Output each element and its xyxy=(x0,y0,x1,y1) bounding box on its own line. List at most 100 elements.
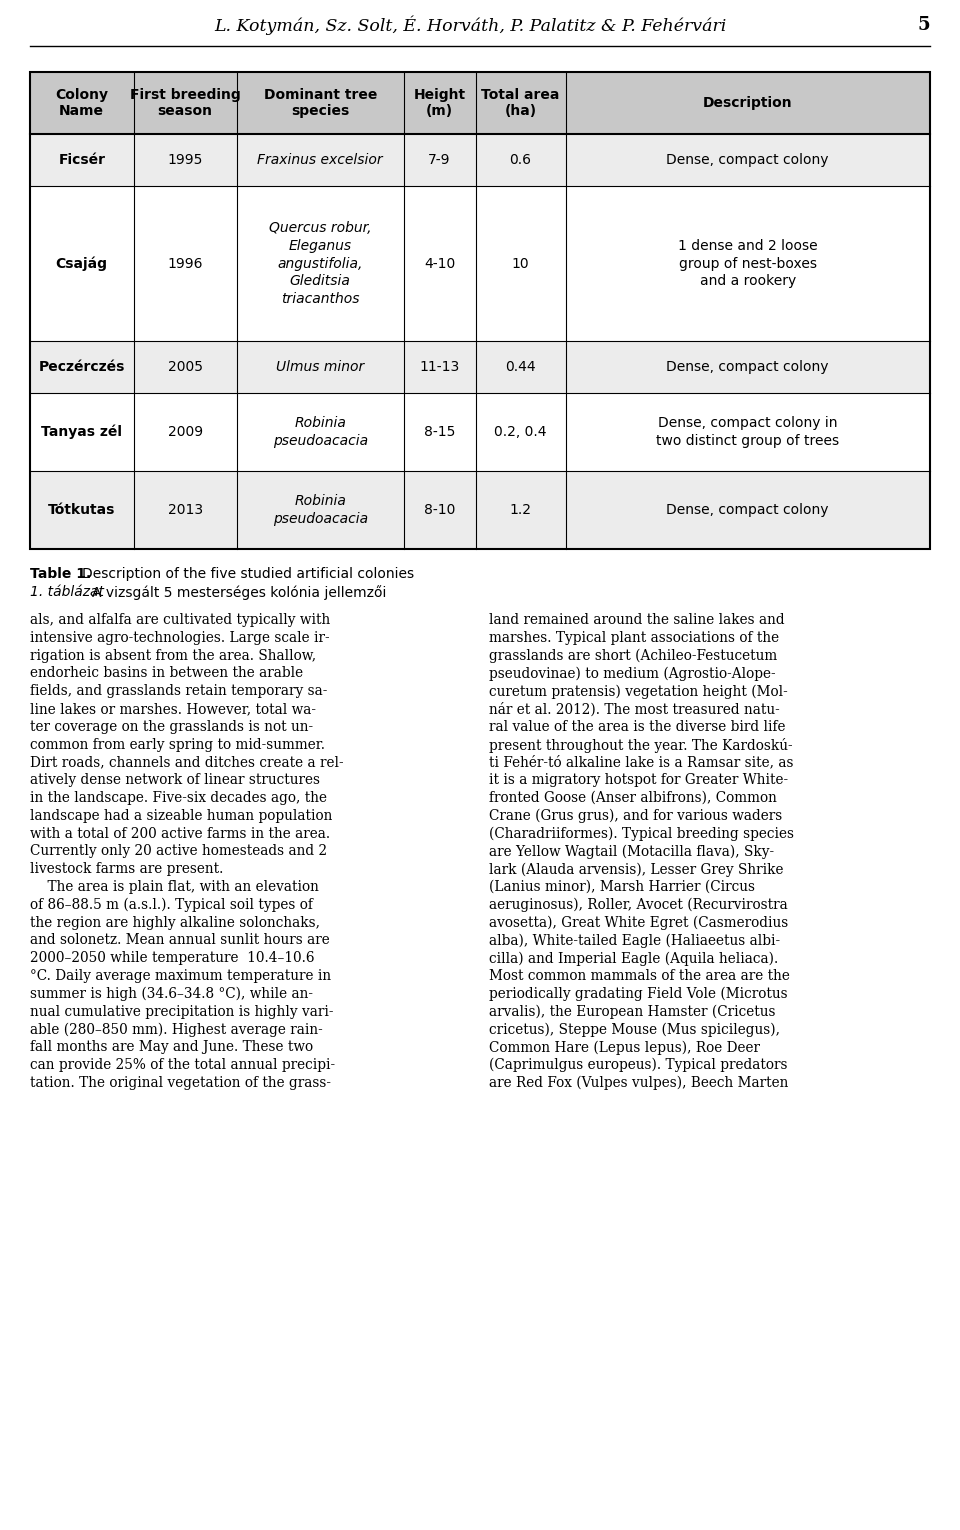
Text: Total area
(ha): Total area (ha) xyxy=(481,87,560,118)
Text: line lakes or marshes. However, total wa-: line lakes or marshes. However, total wa… xyxy=(30,702,316,716)
Text: it is a migratory hotspot for Greater White-: it is a migratory hotspot for Greater Wh… xyxy=(489,773,788,788)
Text: fronted Goose (Anser albifrons), Common: fronted Goose (Anser albifrons), Common xyxy=(489,791,777,805)
Text: present throughout the year. The Kardoskú-: present throughout the year. The Kardosk… xyxy=(489,737,793,753)
Text: (Charadriiformes). Typical breeding species: (Charadriiformes). Typical breeding spec… xyxy=(489,826,794,842)
Text: Dense, compact colony in
two distinct group of trees: Dense, compact colony in two distinct gr… xyxy=(657,416,839,448)
Text: in the landscape. Five-six decades ago, the: in the landscape. Five-six decades ago, … xyxy=(30,791,327,805)
Text: Description of the five studied artificial colonies: Description of the five studied artifici… xyxy=(82,568,414,581)
Text: L. Kotymán, Sz. Solt, É. Horváth, P. Palatitz & P. Fehérvári: L. Kotymán, Sz. Solt, É. Horváth, P. Pal… xyxy=(214,15,726,35)
Text: 1. táblázat: 1. táblázat xyxy=(30,584,104,600)
Text: cilla) and Imperial Eagle (Aquila heliaca).: cilla) and Imperial Eagle (Aquila heliac… xyxy=(489,952,779,965)
Text: nual cumulative precipitation is highly vari-: nual cumulative precipitation is highly … xyxy=(30,1005,333,1019)
Text: The area is plain flat, with an elevation: The area is plain flat, with an elevatio… xyxy=(30,880,319,894)
Text: Table 1.: Table 1. xyxy=(30,568,91,581)
Text: land remained around the saline lakes and: land remained around the saline lakes an… xyxy=(489,614,784,627)
Text: lark (Alauda arvensis), Lesser Grey Shrike: lark (Alauda arvensis), Lesser Grey Shri… xyxy=(489,863,783,877)
Text: 8-10: 8-10 xyxy=(423,503,455,517)
Text: summer is high (34.6–34.8 °C), while an-: summer is high (34.6–34.8 °C), while an- xyxy=(30,987,313,1001)
Text: 4-10: 4-10 xyxy=(424,257,455,271)
Text: avosetta), Great White Egret (Casmerodius: avosetta), Great White Egret (Casmerodiu… xyxy=(489,915,788,930)
Text: A vizsgált 5 mesterséges kolónia jellemzői: A vizsgált 5 mesterséges kolónia jellemz… xyxy=(92,584,386,600)
Text: 0.6: 0.6 xyxy=(510,153,532,167)
Text: endorheic basins in between the arable: endorheic basins in between the arable xyxy=(30,667,303,681)
Text: Tótkutas: Tótkutas xyxy=(48,503,115,517)
Text: are Yellow Wagtail (Motacilla flava), Sky-: are Yellow Wagtail (Motacilla flava), Sk… xyxy=(489,845,774,858)
Bar xyxy=(30,471,930,549)
Text: grasslands are short (Achileo-Festucetum: grasslands are short (Achileo-Festucetum xyxy=(489,649,778,662)
Bar xyxy=(30,187,930,341)
Text: Description: Description xyxy=(703,96,793,110)
Text: 2000–2050 while temperature  10.4–10.6: 2000–2050 while temperature 10.4–10.6 xyxy=(30,952,315,965)
Bar xyxy=(30,135,930,187)
Text: 1995: 1995 xyxy=(168,153,203,167)
Text: cricetus), Steppe Mouse (Mus spicilegus),: cricetus), Steppe Mouse (Mus spicilegus)… xyxy=(489,1022,780,1037)
Text: alba), White-tailed Eagle (Haliaeetus albi-: alba), White-tailed Eagle (Haliaeetus al… xyxy=(489,933,780,947)
Text: 11-13: 11-13 xyxy=(420,360,460,373)
Text: (Caprimulgus europeus). Typical predators: (Caprimulgus europeus). Typical predator… xyxy=(489,1059,787,1073)
Text: are Red Fox (Vulpes vulpes), Beech Marten: are Red Fox (Vulpes vulpes), Beech Marte… xyxy=(489,1076,788,1091)
Text: livestock farms are present.: livestock farms are present. xyxy=(30,863,224,877)
Text: Robinia
pseudoacacia: Robinia pseudoacacia xyxy=(273,416,368,448)
Text: Colony
Name: Colony Name xyxy=(56,87,108,118)
Text: 2013: 2013 xyxy=(168,503,203,517)
Bar xyxy=(30,393,930,471)
Bar xyxy=(30,72,930,135)
Text: can provide 25% of the total annual precipi-: can provide 25% of the total annual prec… xyxy=(30,1059,335,1073)
Text: Height
(m): Height (m) xyxy=(414,87,466,118)
Bar xyxy=(30,341,930,393)
Text: 2005: 2005 xyxy=(168,360,203,373)
Text: the region are highly alkaline solonchaks,: the region are highly alkaline solonchak… xyxy=(30,915,320,930)
Text: (Lanius minor), Marsh Harrier (Circus: (Lanius minor), Marsh Harrier (Circus xyxy=(489,880,755,894)
Text: 1.2: 1.2 xyxy=(510,503,532,517)
Text: with a total of 200 active farms in the area.: with a total of 200 active farms in the … xyxy=(30,826,330,840)
Text: Crane (Grus grus), and for various waders: Crane (Grus grus), and for various wader… xyxy=(489,809,782,823)
Text: atively dense network of linear structures: atively dense network of linear structur… xyxy=(30,773,320,788)
Text: Robinia
pseudoacacia: Robinia pseudoacacia xyxy=(273,494,368,526)
Text: ti Fehér-tó alkaline lake is a Ramsar site, as: ti Fehér-tó alkaline lake is a Ramsar si… xyxy=(489,756,794,770)
Text: aeruginosus), Roller, Avocet (Recurvirostra: aeruginosus), Roller, Avocet (Recurviros… xyxy=(489,898,788,912)
Text: Fraxinus excelsior: Fraxinus excelsior xyxy=(257,153,383,167)
Text: ral value of the area is the diverse bird life: ral value of the area is the diverse bir… xyxy=(489,719,785,734)
Text: pseudovinae) to medium (Agrostio-Alope-: pseudovinae) to medium (Agrostio-Alope- xyxy=(489,667,776,681)
Text: Currently only 20 active homesteads and 2: Currently only 20 active homesteads and … xyxy=(30,845,327,858)
Bar xyxy=(30,72,930,549)
Text: Ulmus minor: Ulmus minor xyxy=(276,360,365,373)
Text: °C. Daily average maximum temperature in: °C. Daily average maximum temperature in xyxy=(30,968,331,982)
Text: and solonetz. Mean annual sunlit hours are: and solonetz. Mean annual sunlit hours a… xyxy=(30,933,329,947)
Text: Csajág: Csajág xyxy=(56,256,108,271)
Text: 0.2, 0.4: 0.2, 0.4 xyxy=(494,425,547,439)
Text: Dirt roads, channels and ditches create a rel-: Dirt roads, channels and ditches create … xyxy=(30,756,344,770)
Text: ter coverage on the grasslands is not un-: ter coverage on the grasslands is not un… xyxy=(30,719,313,734)
Text: curetum pratensis) vegetation height (Mol-: curetum pratensis) vegetation height (Mo… xyxy=(489,684,788,699)
Text: Most common mammals of the area are the: Most common mammals of the area are the xyxy=(489,968,790,982)
Text: nár et al. 2012). The most treasured natu-: nár et al. 2012). The most treasured nat… xyxy=(489,702,780,716)
Text: able (280–850 mm). Highest average rain-: able (280–850 mm). Highest average rain- xyxy=(30,1022,323,1037)
Text: First breeding
season: First breeding season xyxy=(130,87,241,118)
Text: Peczérczés: Peczérczés xyxy=(38,360,125,373)
Text: periodically gradating Field Vole (Microtus: periodically gradating Field Vole (Micro… xyxy=(489,987,787,1001)
Text: Tanyas zél: Tanyas zél xyxy=(41,425,122,439)
Text: fields, and grasslands retain temporary sa-: fields, and grasslands retain temporary … xyxy=(30,684,327,698)
Text: 1996: 1996 xyxy=(167,257,203,271)
Text: Dominant tree
species: Dominant tree species xyxy=(264,87,377,118)
Text: marshes. Typical plant associations of the: marshes. Typical plant associations of t… xyxy=(489,630,780,644)
Text: 7-9: 7-9 xyxy=(428,153,451,167)
Text: rigation is absent from the area. Shallow,: rigation is absent from the area. Shallo… xyxy=(30,649,316,662)
Text: common from early spring to mid-summer.: common from early spring to mid-summer. xyxy=(30,737,325,751)
Text: 2009: 2009 xyxy=(168,425,203,439)
Text: tation. The original vegetation of the grass-: tation. The original vegetation of the g… xyxy=(30,1076,331,1089)
Text: 8-15: 8-15 xyxy=(423,425,455,439)
Text: 0.44: 0.44 xyxy=(505,360,536,373)
Text: 1 dense and 2 loose
group of nest-boxes
and a rookery: 1 dense and 2 loose group of nest-boxes … xyxy=(678,239,818,288)
Text: arvalis), the European Hamster (Cricetus: arvalis), the European Hamster (Cricetus xyxy=(489,1005,776,1019)
Text: Quercus robur,
Eleganus
angustifolia,
Gleditsia
triacanthos: Quercus robur, Eleganus angustifolia, Gl… xyxy=(269,220,372,306)
Text: 10: 10 xyxy=(512,257,529,271)
Text: Dense, compact colony: Dense, compact colony xyxy=(666,360,829,373)
Text: Common Hare (Lepus lepus), Roe Deer: Common Hare (Lepus lepus), Roe Deer xyxy=(489,1040,760,1054)
Text: of 86–88.5 m (a.s.l.). Typical soil types of: of 86–88.5 m (a.s.l.). Typical soil type… xyxy=(30,898,313,912)
Text: fall months are May and June. These two: fall months are May and June. These two xyxy=(30,1040,313,1054)
Text: als, and alfalfa are cultivated typically with: als, and alfalfa are cultivated typicall… xyxy=(30,614,330,627)
Text: Dense, compact colony: Dense, compact colony xyxy=(666,503,829,517)
Text: Dense, compact colony: Dense, compact colony xyxy=(666,153,829,167)
Text: intensive agro-technologies. Large scale ir-: intensive agro-technologies. Large scale… xyxy=(30,630,329,644)
